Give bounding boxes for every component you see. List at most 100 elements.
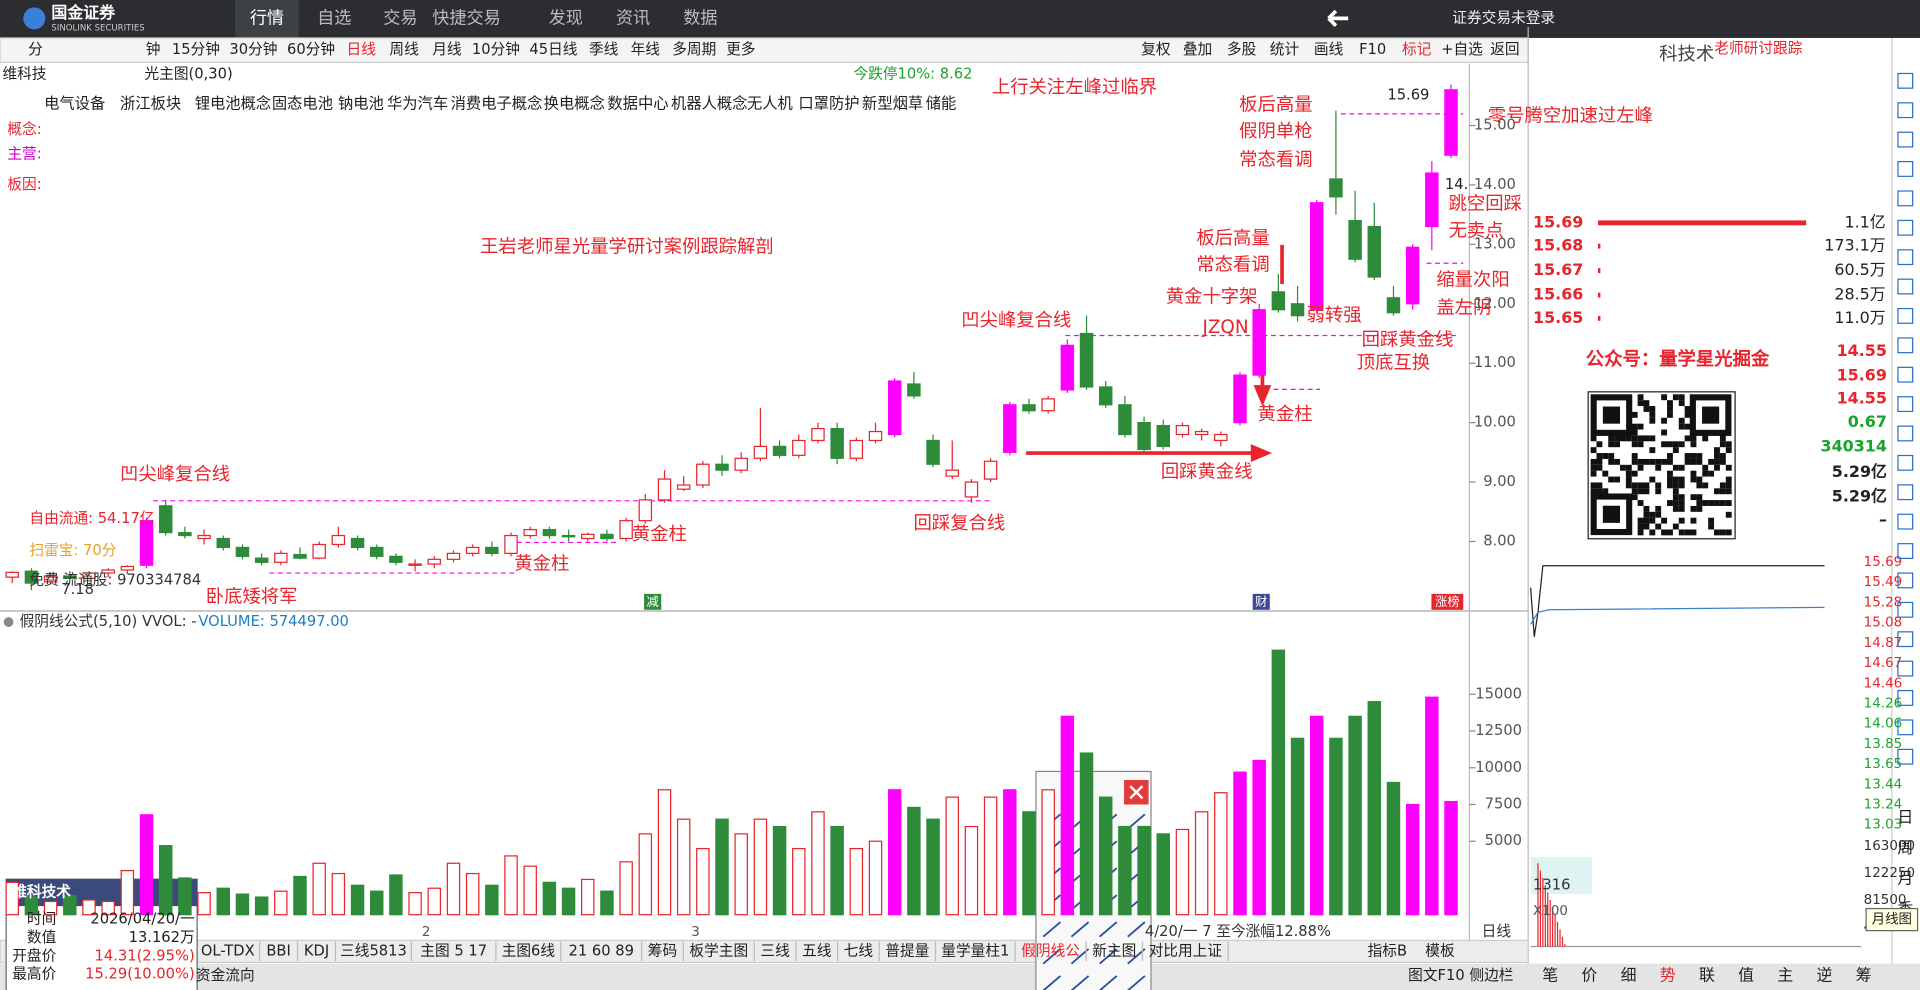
side-icon[interactable] [1897, 572, 1914, 589]
tool-button[interactable]: +自选 [1441, 41, 1483, 58]
login-status[interactable]: 证券交易未登录 [1452, 8, 1555, 26]
concept-tag[interactable]: 电气设备 [44, 95, 105, 113]
tool-button[interactable]: 复权 [1141, 40, 1171, 58]
indicator-tab[interactable]: 主图 5 17 [420, 942, 487, 959]
palette-tool[interactable] [1127, 921, 1146, 938]
nav-tab[interactable]: 自选 [317, 8, 351, 28]
indicator-tab[interactable]: 板学主图 [689, 941, 748, 959]
period-side[interactable]: 日 [1897, 807, 1913, 826]
bottom-bar[interactable]: 资金流向 [196, 967, 255, 984]
side-icon[interactable] [1897, 454, 1914, 471]
side-tab[interactable]: 值 [1738, 965, 1754, 984]
indicator-tab[interactable]: 三线 [760, 942, 790, 959]
indicator-tab[interactable]: 五线 [802, 942, 832, 959]
nav-tab[interactable]: 行情 [250, 8, 284, 28]
tool-button[interactable]: F10 [1359, 41, 1386, 58]
side-tab[interactable]: 逆 [1817, 965, 1833, 984]
concept-tag[interactable]: 浙江板块 [120, 95, 181, 113]
palette-close-x[interactable] [1129, 785, 1144, 800]
period-button[interactable]: 季线 [589, 41, 619, 58]
nav-tab[interactable]: 发现 [549, 8, 583, 28]
indicator-tab[interactable]: OL-TDX [201, 942, 255, 959]
indicator-tab[interactable]: 对比用上证 [1149, 942, 1223, 959]
concept-tag[interactable]: 储能 [926, 95, 957, 113]
side-tab[interactable]: 笔 [1542, 965, 1558, 984]
indicator-tab[interactable]: 普提量 [885, 942, 929, 959]
concept-tag[interactable]: 无人机 [747, 95, 793, 113]
side-icon[interactable] [1897, 425, 1914, 442]
indicator-tab[interactable]: 七线 [844, 942, 874, 959]
period-button[interactable]: 分 [28, 41, 43, 58]
bottom-right[interactable]: 指标B [1368, 942, 1407, 959]
bottom-bar[interactable]: 图文F10 [1408, 967, 1465, 984]
period-button[interactable]: 10分钟 [472, 41, 520, 58]
period-button[interactable]: 月线 [432, 41, 462, 58]
period-button[interactable]: 钟 [146, 41, 161, 58]
period-button[interactable]: 年线 [631, 41, 661, 58]
side-icon[interactable] [1897, 601, 1914, 618]
side-icon[interactable] [1897, 543, 1914, 559]
side-tab[interactable]: 主 [1777, 965, 1793, 984]
tool-button[interactable]: 叠加 [1183, 41, 1212, 58]
indicator-tab[interactable]: BBI [266, 942, 290, 959]
indicator-tab[interactable]: 三线5813 [340, 942, 407, 959]
nav-tab[interactable]: 数据 [683, 8, 717, 28]
tool-button[interactable]: 统计 [1270, 41, 1300, 58]
period-side[interactable]: 月 [1897, 869, 1913, 888]
side-icon[interactable] [1897, 161, 1914, 177]
side-icon[interactable] [1897, 690, 1914, 706]
period-button[interactable]: 日线 [347, 41, 377, 58]
side-tab[interactable]: 价 [1581, 965, 1597, 984]
palette-tool[interactable] [1098, 948, 1118, 965]
back-arrow[interactable] [1327, 9, 1349, 28]
period-side[interactable]: 周 [1897, 838, 1913, 857]
palette-tool[interactable] [1127, 975, 1146, 990]
side-icon[interactable] [1897, 748, 1914, 765]
concept-tag[interactable]: 口罩防护 [798, 95, 859, 113]
concept-tag[interactable]: 华为汽车 [387, 95, 448, 113]
tool-button[interactable]: 返回 [1490, 41, 1519, 58]
indicator-tab[interactable]: 筹码 [648, 942, 677, 959]
palette-tool[interactable] [1070, 921, 1090, 938]
tool-button[interactable]: 多股 [1227, 41, 1257, 58]
side-icon[interactable] [1897, 631, 1914, 648]
side-icon[interactable] [1897, 719, 1914, 736]
indicator-tab[interactable]: 假阴线公 [1021, 942, 1080, 959]
side-icon[interactable] [1897, 307, 1914, 324]
side-icon[interactable] [1897, 513, 1914, 530]
indicator-tab[interactable]: 21 60 89 [569, 942, 634, 959]
concept-tag[interactable]: 换电概念 [544, 95, 605, 113]
side-icon[interactable] [1897, 72, 1914, 89]
period-button[interactable]: 60分钟 [287, 41, 335, 58]
palette-tool[interactable] [1098, 921, 1118, 938]
side-icon[interactable] [1897, 249, 1914, 266]
bottom-right[interactable]: 模板 [1425, 941, 1455, 959]
tool-button[interactable]: 标记 [1402, 41, 1432, 58]
palette-tool[interactable] [1042, 948, 1062, 965]
concept-tag[interactable]: 钠电池 [338, 95, 384, 113]
period-button[interactable]: 更多 [726, 41, 755, 58]
side-icon[interactable] [1897, 190, 1914, 207]
side-icon[interactable] [1897, 660, 1914, 677]
side-icon[interactable] [1897, 484, 1914, 501]
concept-tag[interactable]: 新型烟草 [862, 95, 923, 113]
side-icon[interactable] [1897, 396, 1914, 413]
period-button[interactable]: 周线 [389, 41, 419, 58]
side-icon[interactable] [1897, 337, 1914, 354]
concept-tag[interactable]: 消费电子概念 [451, 95, 543, 113]
indicator-tab[interactable]: KDJ [304, 942, 329, 959]
nav-tab[interactable]: 快捷交易 [432, 8, 501, 28]
period-button[interactable]: 多周期 [672, 41, 716, 58]
side-icon[interactable] [1897, 278, 1914, 295]
concept-tag[interactable]: 数据中心 [607, 95, 668, 113]
period-button[interactable]: 30分钟 [229, 41, 277, 58]
side-tab[interactable]: 筹 [1856, 965, 1872, 984]
bottom-bar[interactable]: 侧边栏 [1469, 967, 1513, 984]
tool-button[interactable]: 画线 [1314, 41, 1344, 58]
concept-tag[interactable]: 固态电池 [272, 95, 333, 113]
palette-tool[interactable] [1042, 921, 1062, 938]
palette-tool[interactable] [1042, 975, 1062, 990]
indicator-tab[interactable]: 量学量柱1 [941, 942, 1009, 959]
indicator-tab[interactable]: 新主图 [1092, 942, 1136, 959]
period-button[interactable]: 15分钟 [172, 41, 220, 58]
